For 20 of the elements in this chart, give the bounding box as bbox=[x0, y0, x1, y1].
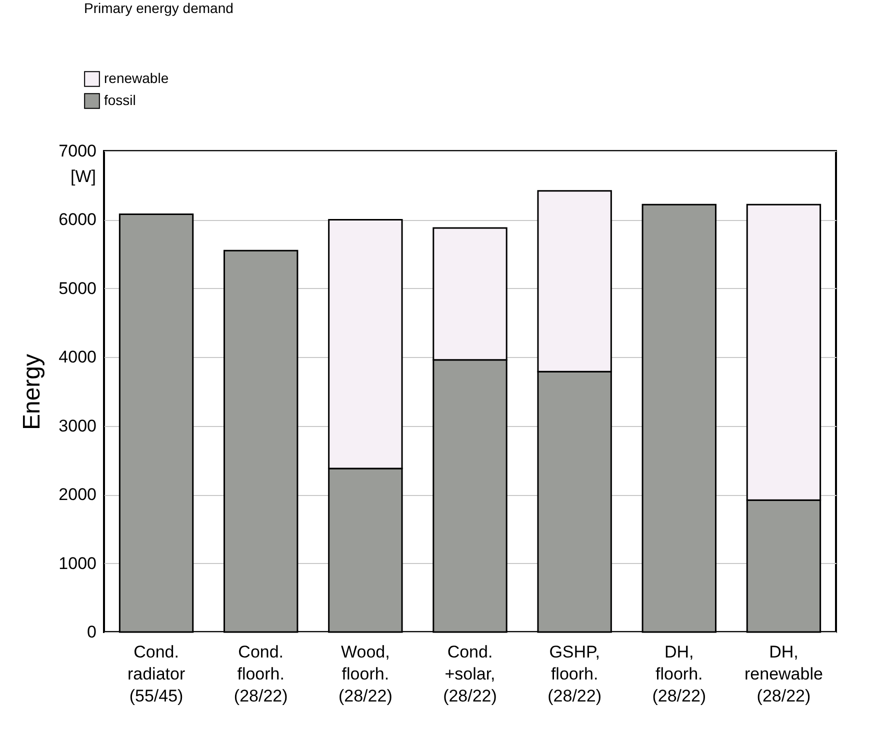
x-tick-label: GSHP, floorh. (28/22) bbox=[548, 642, 602, 706]
legend-label: fossil bbox=[104, 92, 136, 108]
y-tick-label: 6000 bbox=[58, 210, 96, 230]
text: [W] bbox=[70, 167, 96, 186]
y-tick-label: 5000 bbox=[58, 278, 96, 298]
chart-title: Primary energy demand bbox=[84, 0, 234, 16]
y-tick-label: 3000 bbox=[58, 416, 96, 436]
x-tick-label: DH, renewable (28/22) bbox=[744, 642, 823, 706]
x-tick-label: Cond. +solar, (28/22) bbox=[443, 642, 497, 706]
y-tick-label: 7000 bbox=[58, 142, 96, 160]
y-tick-label: 1000 bbox=[58, 554, 96, 573]
legend-label: renewable bbox=[104, 70, 169, 86]
x-tick-label: Wood, floorh. (28/22) bbox=[338, 642, 392, 706]
x-tick-label: DH, floorh. (28/22) bbox=[652, 642, 706, 706]
y-tick-label: 0 bbox=[87, 622, 96, 642]
y-tick-label: 4000 bbox=[58, 348, 96, 367]
y-tick-label: 2000 bbox=[58, 485, 96, 504]
x-tick-label: Cond. radiator (55/45) bbox=[127, 642, 186, 706]
x-tick-label: Cond. floorh. (28/22) bbox=[234, 642, 288, 706]
y-axis-title: Energy bbox=[18, 354, 46, 430]
